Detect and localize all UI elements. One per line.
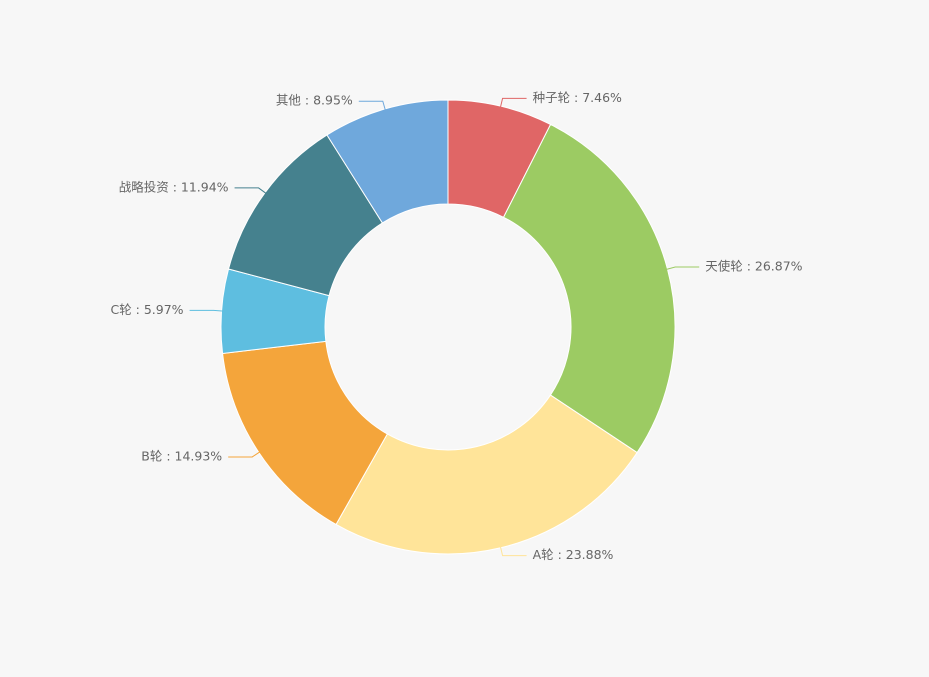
leader-line-2 xyxy=(499,545,527,557)
slice-label-6: 其他 : 8.95% xyxy=(276,93,353,108)
leader-line-4 xyxy=(189,309,224,312)
slice-1[interactable] xyxy=(502,123,676,454)
slice-label-1: 天使轮 : 26.87% xyxy=(705,259,802,274)
slice-label-4: C轮 : 5.97% xyxy=(110,302,183,317)
slice-label-5: 战略投资 : 11.94% xyxy=(119,179,229,194)
leader-line-0 xyxy=(499,97,527,109)
leader-line-1 xyxy=(665,266,700,271)
leader-line-5 xyxy=(234,187,267,195)
leader-line-3 xyxy=(228,450,261,458)
slice-2[interactable] xyxy=(335,394,638,555)
label-group: 种子轮 : 7.46% 天使轮 : 26.87% A轮 : 23.88% B轮 : 1… xyxy=(110,90,802,562)
slice-label-0: 种子轮 : 7.46% xyxy=(533,90,622,105)
leader-line-6 xyxy=(358,100,387,111)
slice-6[interactable] xyxy=(326,99,449,224)
slice-group xyxy=(220,99,676,555)
slice-label-2: A轮 : 23.88% xyxy=(533,547,614,562)
slice-label-3: B轮 : 14.93% xyxy=(141,448,222,463)
leader-line-group xyxy=(189,97,700,557)
